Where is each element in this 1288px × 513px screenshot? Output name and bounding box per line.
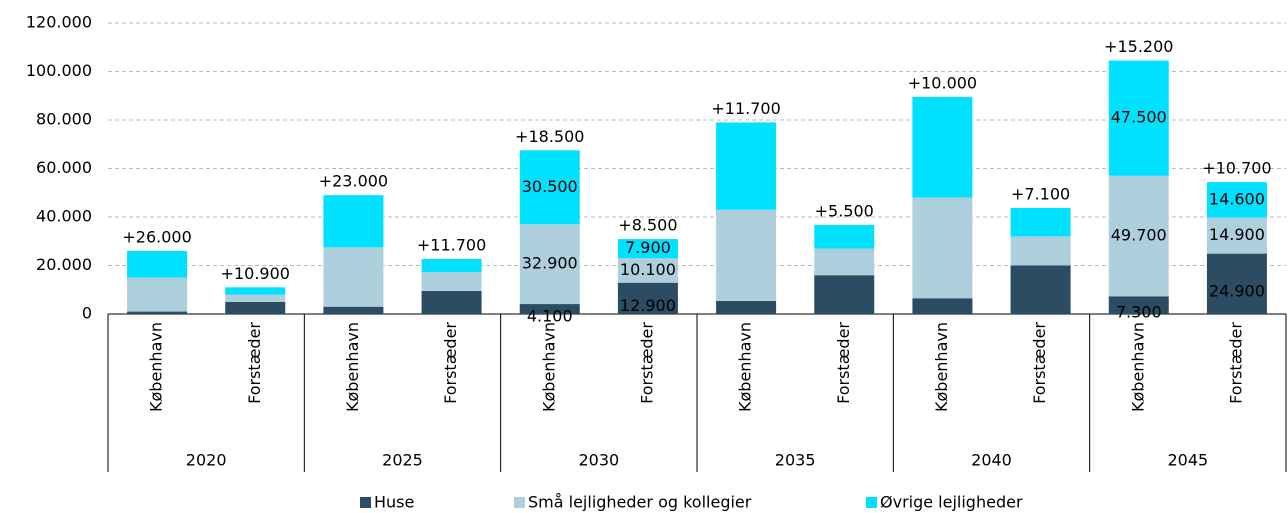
data-label: 49.700 xyxy=(1111,226,1167,245)
bar-segment xyxy=(1010,208,1071,237)
bar-segment xyxy=(323,306,384,314)
x-tick-label: Forstæder xyxy=(441,322,460,404)
data-label: 14.600 xyxy=(1209,189,1265,208)
data-label: 7.900 xyxy=(625,238,671,257)
data-label: 7.300 xyxy=(1116,303,1162,322)
annotation: +10.000 xyxy=(908,73,977,92)
bar-segment xyxy=(912,298,973,314)
data-label: 4.100 xyxy=(527,307,573,326)
annotation: +7.100 xyxy=(1011,185,1070,204)
group-label: 2020 xyxy=(186,451,227,470)
bar-segment xyxy=(814,225,875,249)
legend-label: Huse xyxy=(374,493,414,512)
annotation: +11.700 xyxy=(417,235,486,254)
annotation: +18.500 xyxy=(515,127,584,146)
bar-segment xyxy=(912,96,973,198)
legend-label: Øvrige lejligheder xyxy=(880,493,1023,512)
legend-swatch xyxy=(514,497,525,508)
bar-segment xyxy=(1206,182,1267,218)
annotation: +11.700 xyxy=(711,99,780,118)
annotation: +23.000 xyxy=(319,172,388,191)
bar-segment xyxy=(1206,217,1267,254)
bar-segment xyxy=(814,275,875,314)
legend-label: Små lejligheder og kollegier xyxy=(528,493,752,512)
bar-segment xyxy=(225,301,286,314)
y-tick-label: 100.000 xyxy=(26,61,92,80)
bar-segment xyxy=(519,304,580,314)
group-label: 2040 xyxy=(971,451,1012,470)
data-label: 24.900 xyxy=(1209,281,1265,300)
data-label: 32.900 xyxy=(522,254,578,273)
bar-segment xyxy=(1108,296,1169,314)
annotation: +26.000 xyxy=(122,227,191,246)
annotation: +5.500 xyxy=(815,202,874,221)
x-tick-label: København xyxy=(539,322,558,412)
data-label: 47.500 xyxy=(1111,108,1167,127)
x-tick-label: København xyxy=(1128,322,1147,412)
x-tick-label: Forstæder xyxy=(245,322,264,404)
bar-segment xyxy=(323,247,384,307)
group-label: 2030 xyxy=(578,451,619,470)
bar-segment xyxy=(1010,265,1071,314)
data-label: 10.100 xyxy=(620,260,676,279)
x-tick-label: Forstæder xyxy=(1030,322,1049,404)
x-tick-label: København xyxy=(343,322,362,412)
group-label: 2035 xyxy=(775,451,816,470)
annotation: +10.900 xyxy=(221,264,290,283)
bar-segment xyxy=(1108,175,1169,297)
y-tick-label: 20.000 xyxy=(36,255,92,274)
legend-swatch xyxy=(866,497,877,508)
x-tick-label: København xyxy=(147,322,166,412)
bar-segment xyxy=(1206,253,1267,314)
y-tick-label: 60.000 xyxy=(36,158,92,177)
bar-segment xyxy=(716,300,777,314)
bar-segment xyxy=(127,277,188,312)
bar-segment xyxy=(225,287,286,295)
bar-segment xyxy=(814,248,875,276)
bar-segment xyxy=(1010,236,1071,266)
group-label: 2045 xyxy=(1167,451,1208,470)
bar-segment xyxy=(421,290,482,314)
y-tick-label: 0 xyxy=(82,304,92,323)
bar-segment xyxy=(617,282,678,314)
x-tick-label: Forstæder xyxy=(834,322,853,404)
bar-segment xyxy=(421,258,482,273)
annotation: +8.500 xyxy=(618,216,677,235)
bar-segment xyxy=(323,195,384,248)
bar-segment xyxy=(421,272,482,291)
bar-segment xyxy=(617,239,678,259)
annotation: +10.700 xyxy=(1202,159,1271,178)
bar-segment xyxy=(519,150,580,225)
bar-segment xyxy=(127,250,188,278)
annotation: +15.200 xyxy=(1104,37,1173,56)
data-label: 14.900 xyxy=(1209,225,1265,244)
bar-segment xyxy=(127,311,188,314)
bar-segment xyxy=(225,294,286,302)
bar-segment xyxy=(1108,60,1169,176)
legend-swatch xyxy=(360,497,371,508)
bar-segment xyxy=(617,258,678,283)
y-tick-label: 120.000 xyxy=(26,13,92,32)
x-tick-label: København xyxy=(736,322,755,412)
bar-segment xyxy=(716,122,777,210)
x-tick-label: Forstæder xyxy=(1226,322,1245,404)
bar-segment xyxy=(519,224,580,305)
x-tick-label: Forstæder xyxy=(637,322,656,404)
data-label: 12.900 xyxy=(620,296,676,315)
bar-segment xyxy=(912,197,973,299)
bar-segment xyxy=(716,209,777,301)
x-tick-label: København xyxy=(932,322,951,412)
data-label: 30.500 xyxy=(522,177,578,196)
y-tick-label: 40.000 xyxy=(36,207,92,226)
y-tick-label: 80.000 xyxy=(36,110,92,129)
group-label: 2025 xyxy=(382,451,423,470)
